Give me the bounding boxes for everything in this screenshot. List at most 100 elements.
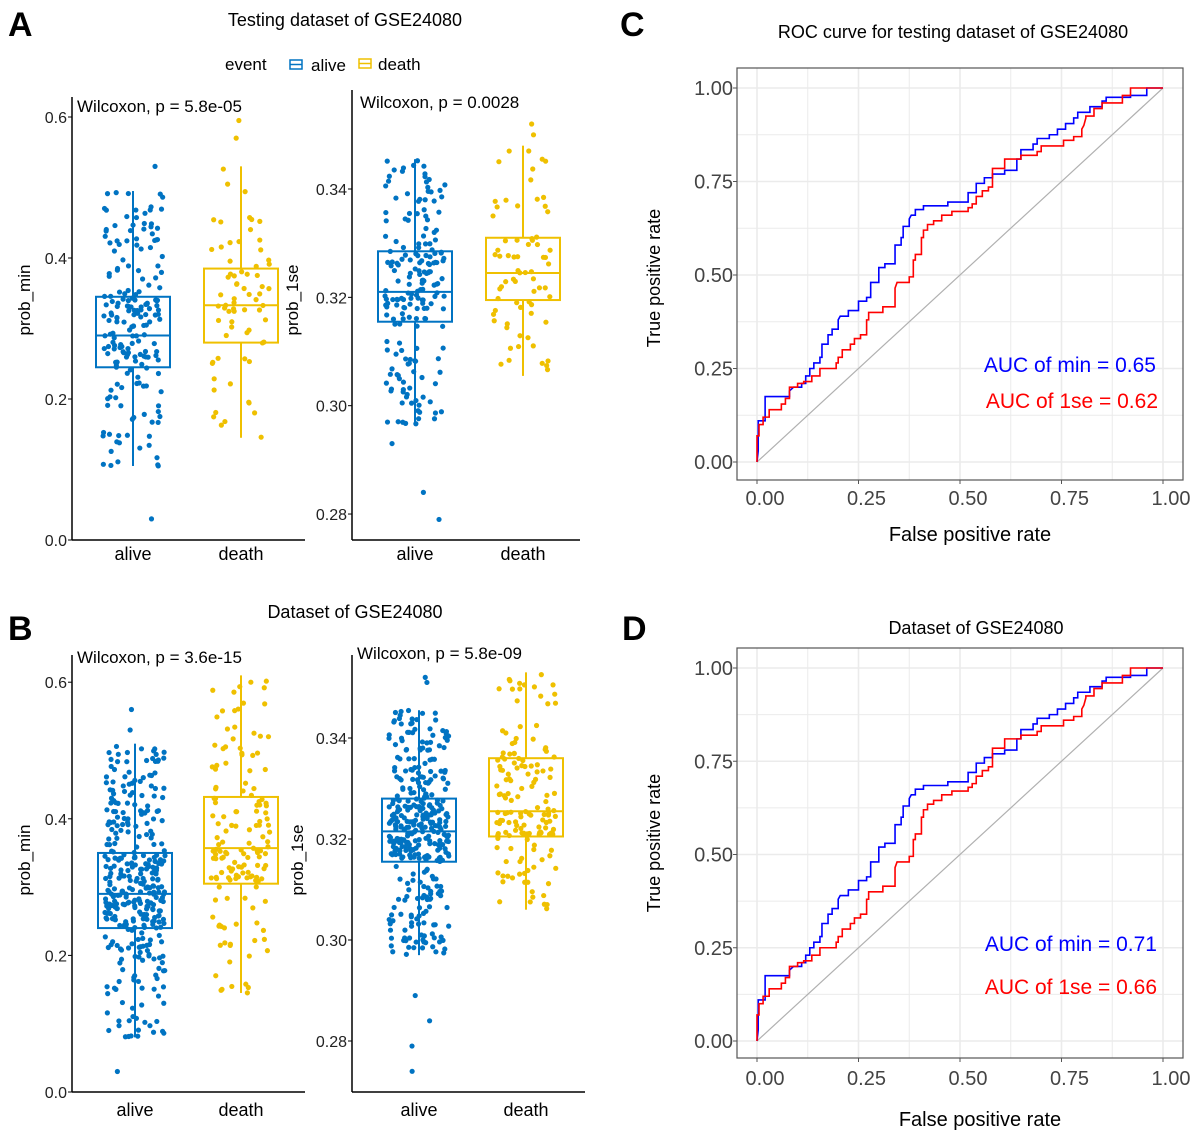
panel-c-title: ROC curve for testing dataset of GSE2408… <box>778 22 1128 42</box>
jitter-point <box>514 300 520 306</box>
jitter-point <box>244 271 250 277</box>
jitter-point <box>393 823 399 829</box>
jitter-point <box>387 371 393 377</box>
panel-letter-c: C <box>620 6 645 44</box>
jitter-point <box>384 419 391 425</box>
y-tick-label: 0.32 <box>316 290 347 307</box>
jitter-point <box>437 819 443 826</box>
jitter-point <box>402 843 408 850</box>
jitter-point <box>126 308 132 314</box>
jitter-point <box>503 197 509 203</box>
jitter-point <box>519 830 525 836</box>
jitter-point <box>505 771 511 777</box>
jitter-point <box>129 295 135 301</box>
jitter-point <box>107 240 113 246</box>
jitter-point <box>419 710 426 716</box>
jitter-point-outlier <box>409 1043 415 1049</box>
jitter-point <box>427 241 433 247</box>
jitter-point <box>136 289 142 295</box>
jitter-point <box>254 802 260 808</box>
jitter-point <box>502 238 509 244</box>
jitter-point <box>386 735 392 741</box>
jitter-point <box>129 789 136 796</box>
jitter-point <box>551 754 557 760</box>
jitter-point-outlier <box>426 1018 433 1024</box>
jitter-point <box>137 944 144 950</box>
jitter-point <box>124 861 130 867</box>
jitter-point <box>503 730 509 736</box>
jitter-point <box>444 834 450 840</box>
panel-a-title: Testing dataset of GSE24080 <box>228 10 462 30</box>
jitter-point <box>140 383 147 389</box>
jitter-point <box>427 399 433 405</box>
jitter-point <box>149 231 155 237</box>
jitter-point <box>498 284 505 290</box>
jitter-point <box>548 766 554 772</box>
jitter-point <box>102 934 108 940</box>
jitter-point <box>154 455 160 461</box>
legend-title: event <box>225 55 267 74</box>
jitter-point <box>133 878 139 884</box>
jitter-point <box>519 855 525 861</box>
jitter-point <box>141 332 147 338</box>
jitter-point <box>498 817 504 823</box>
jitter-point <box>257 218 263 224</box>
jitter-point <box>248 679 254 685</box>
jitter-point <box>545 881 552 887</box>
jitter-point <box>383 209 389 216</box>
jitter-point <box>383 288 389 294</box>
jitter-point <box>212 800 219 806</box>
jitter-point <box>156 965 162 971</box>
jitter-point <box>542 254 549 261</box>
jitter-point <box>102 233 108 239</box>
jitter-point <box>528 269 535 275</box>
jitter-point <box>393 351 399 357</box>
y-axis-label: prob_min <box>15 265 34 336</box>
jitter-point <box>389 852 395 858</box>
jitter-point <box>133 333 140 339</box>
jitter-point <box>391 167 397 173</box>
jitter-point <box>253 877 259 884</box>
jitter-point <box>386 833 393 839</box>
jitter-point <box>415 921 422 927</box>
jitter-point <box>517 680 523 686</box>
jitter-point <box>143 831 150 838</box>
jitter-point <box>544 362 550 369</box>
jitter-point <box>439 194 445 200</box>
jitter-point <box>426 261 433 268</box>
jitter-point <box>101 293 108 300</box>
y-tick-label: 0.25 <box>694 938 733 960</box>
jitter-point <box>261 339 267 345</box>
jitter-point <box>410 776 416 782</box>
jitter-point <box>152 237 158 244</box>
jitter-point <box>134 844 140 850</box>
jitter-point <box>426 803 432 809</box>
jitter-point <box>151 841 157 848</box>
jitter-point <box>157 285 163 291</box>
y-tick-label: 0.50 <box>694 265 733 287</box>
jitter-point <box>403 746 410 753</box>
jitter-point <box>213 856 219 862</box>
jitter-point <box>240 870 246 876</box>
jitter-point <box>491 318 497 324</box>
jitter-point <box>400 316 406 322</box>
jitter-point <box>161 749 167 755</box>
jitter-point <box>120 257 126 263</box>
jitter-point <box>155 419 161 426</box>
jitter-point <box>213 874 219 880</box>
jitter-point <box>530 343 536 349</box>
jitter-point <box>262 766 268 773</box>
jitter-point <box>502 795 509 801</box>
jitter-point <box>111 335 117 341</box>
jitter-point <box>530 736 536 742</box>
jitter-point <box>112 840 118 847</box>
jitter-point <box>420 800 426 807</box>
x-tick-label: 0.00 <box>746 1068 785 1090</box>
x-tick-label-alive: alive <box>114 544 151 564</box>
jitter-point <box>246 953 252 959</box>
auc-1se-label: AUC of 1se = 0.66 <box>985 976 1157 999</box>
jitter-point <box>440 345 446 351</box>
y-tick-label: 0.32 <box>316 832 347 849</box>
jitter-point <box>413 251 419 257</box>
jitter-point <box>158 389 164 395</box>
